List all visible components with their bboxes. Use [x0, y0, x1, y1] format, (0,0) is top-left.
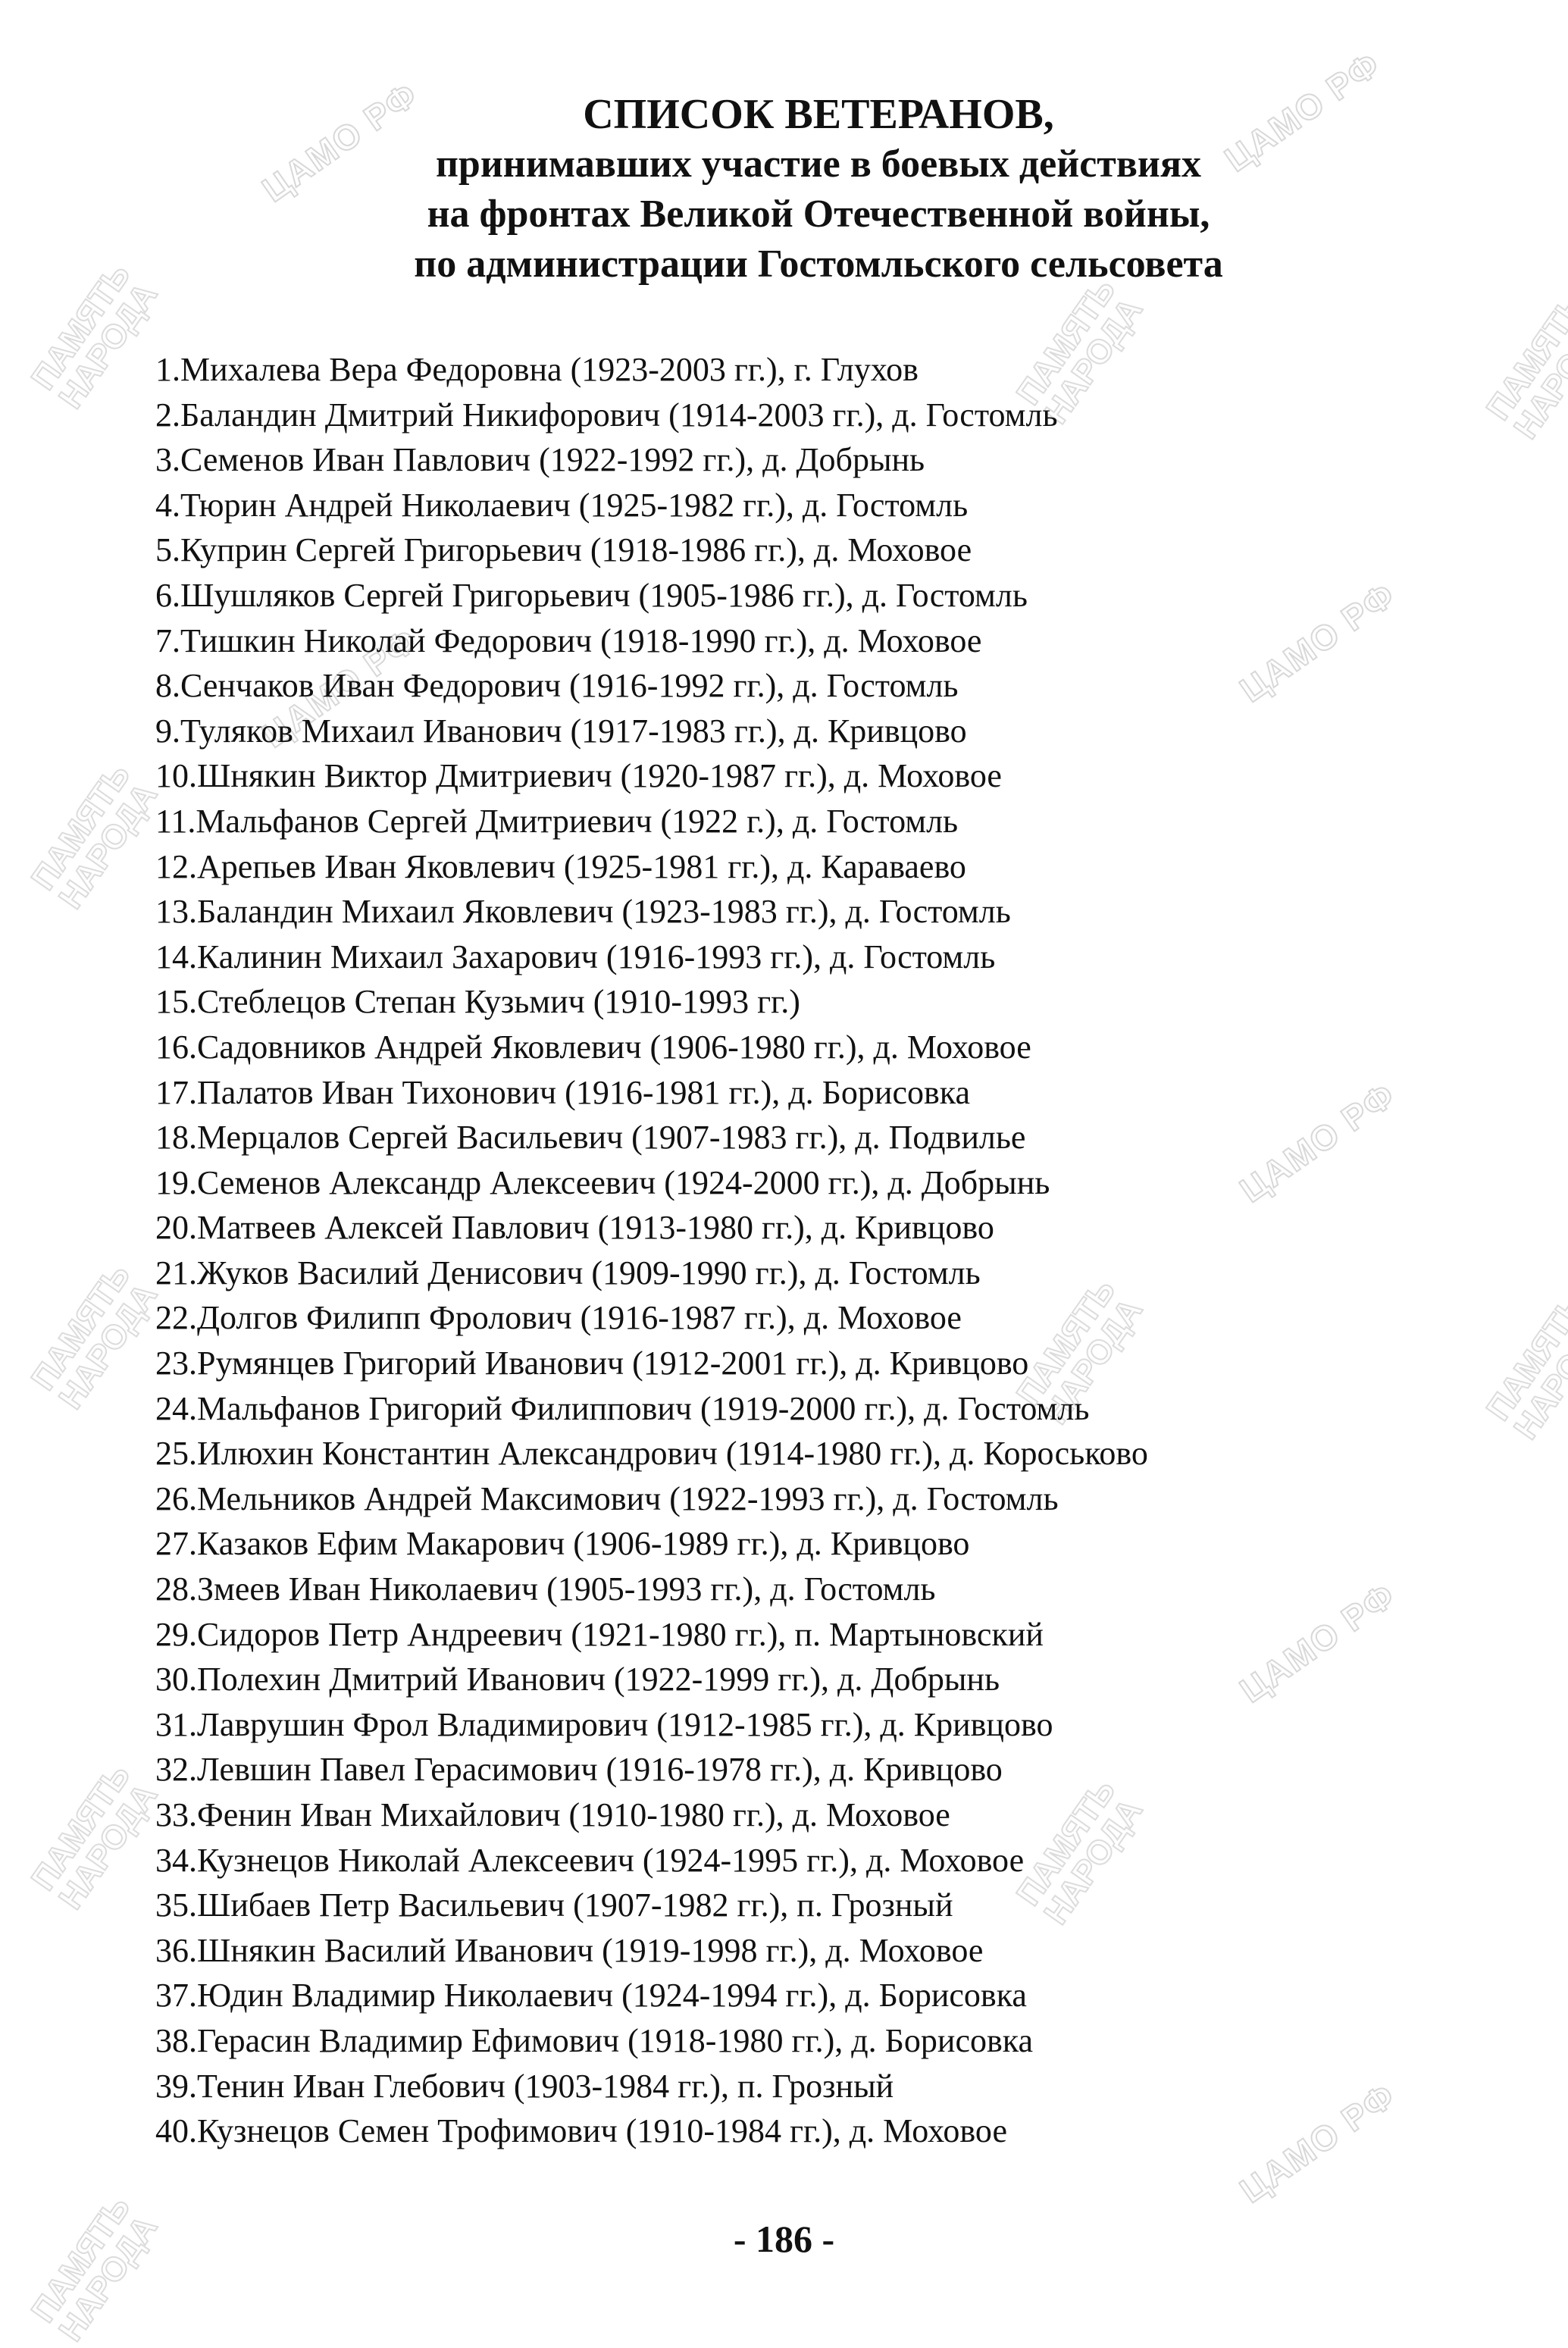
list-item: 5.Куприн Сергей Григорьевич (1918-1986 г… [155, 531, 972, 569]
list-item: 7.Тишкин Николай Федорович (1918-1990 гг… [155, 621, 982, 659]
list-item: 32.Левшин Павел Герасимович (1916-1978 г… [155, 1751, 1003, 1789]
list-item: 34.Кузнецов Николай Алексеевич (1924-199… [155, 1841, 1025, 1879]
list-item: 15.Стеблецов Степан Кузьмич (1910-1993 г… [155, 983, 800, 1021]
list-item: 9.Туляков Михаил Иванович (1917-1983 гг.… [155, 712, 967, 750]
list-item: 23.Румянцев Григорий Иванович (1912-2001… [155, 1345, 1029, 1382]
list-item: 26.Мельников Андрей Максимович (1922-199… [155, 1479, 1059, 1517]
list-item: 30.Полехин Дмитрий Иванович (1922-1999 г… [155, 1661, 1000, 1698]
list-item: 1.Михалева Вера Федоровна (1923-2003 гг.… [155, 351, 919, 388]
watermark-tsamo: ЦАМО РФ [1232, 574, 1404, 711]
veterans-list: 1.Михалева Вера Федоровна (1923-2003 гг.… [155, 347, 1148, 2154]
list-item: 13.Баландин Михаил Яковлевич (1923-1983 … [155, 893, 1011, 931]
list-item: 17.Палатов Иван Тихонович (1916-1981 гг.… [155, 1073, 970, 1111]
watermark-pamyat: ПАМЯТЬ НАРОДА [23, 1257, 165, 1417]
list-item: 20.Матвеев Алексей Павлович (1913-1980 г… [155, 1209, 994, 1247]
list-item: 2.Баландин Дмитрий Никифорович (1914-200… [155, 396, 1058, 434]
list-item: 29.Сидоров Петр Андреевич (1921-1980 гг.… [155, 1615, 1044, 1653]
list-item: 18.Мерцалов Сергей Васильевич (1907-1983… [155, 1119, 1026, 1157]
title-line: принимавших участие в боевых действиях [435, 142, 1202, 186]
list-item: 33.Фенин Иван Михайлович (1910-1980 гг.)… [155, 1796, 950, 1833]
list-item: 4.Тюрин Андрей Николаевич (1925-1982 гг.… [155, 486, 969, 524]
watermark-pamyat: ПАМЯТЬ НАРОДА [23, 756, 165, 916]
list-item: 8.Сенчаков Иван Федорович (1916-1992 гг.… [155, 667, 959, 705]
list-item: 24.Мальфанов Григорий Филиппович (1919-2… [155, 1389, 1090, 1427]
watermark-tsamo: ЦАМО РФ [1232, 1574, 1404, 1711]
list-item: 35.Шибаев Петр Васильевич (1907-1982 гг.… [155, 1886, 953, 1924]
list-item: 10.Шнякин Виктор Дмитриевич (1920-1987 г… [155, 757, 1002, 795]
list-item: 14.Калинин Михаил Захарович (1916-1993 г… [155, 938, 996, 975]
watermark-pamyat: ПАМЯТЬ НАРОДА [23, 256, 165, 416]
list-item: 31.Лаврушин Фрол Владимирович (1912-1985… [155, 1705, 1053, 1743]
document-title: СПИСОК ВЕТЕРАНОВ, принимавших участие в … [288, 89, 1349, 290]
list-item: 22.Долгов Филипп Фролович (1916-1987 гг.… [155, 1299, 962, 1337]
title-line: по администрации Гостомльского сельсовет… [414, 243, 1223, 286]
watermark-pamyat: ПАМЯТЬ НАРОДА [1479, 286, 1568, 446]
list-item: 12.Арепьев Иван Яковлевич (1925-1981 гг.… [155, 847, 966, 885]
page-number: - 186 - [733, 2218, 835, 2260]
list-item: 11.Мальфанов Сергей Дмитриевич (1922 г.)… [155, 802, 959, 840]
list-item: 40.Кузнецов Семен Трофимович (1910-1984 … [155, 2112, 1007, 2150]
list-item: 3.Семенов Иван Павлович (1922-1992 гг.),… [155, 441, 925, 479]
list-item: 27.Казаков Ефим Макарович (1906-1989 гг.… [155, 1525, 970, 1563]
watermark-tsamo: ЦАМО РФ [1232, 2074, 1404, 2212]
watermark-pamyat: ПАМЯТЬ НАРОДА [23, 1757, 165, 1917]
list-item: 6.Шушляков Сергей Григорьевич (1905-1986… [155, 576, 1028, 614]
list-item: 28.Змеев Иван Николаевич (1905-1993 гг.)… [155, 1570, 936, 1608]
title-line: СПИСОК ВЕТЕРАНОВ, [583, 91, 1054, 138]
watermark-tsamo: ЦАМО РФ [1232, 1074, 1404, 1211]
list-item: 21.Жуков Василий Денисович (1909-1990 гг… [155, 1254, 981, 1291]
list-item: 38.Герасин Владимир Ефимович (1918-1980 … [155, 2021, 1033, 2059]
list-item: 19.Семенов Александр Алексеевич (1924-20… [155, 1163, 1050, 1201]
list-item: 25.Илюхин Константин Александрович (1914… [155, 1435, 1148, 1473]
watermark-pamyat: ПАМЯТЬ НАРОДА [23, 2189, 165, 2348]
list-item: 36.Шнякин Василий Иванович (1919-1998 гг… [155, 1931, 984, 1969]
list-item: 39.Тенин Иван Глебович (1903-1984 гг.), … [155, 2067, 894, 2105]
list-item: 37.Юдин Владимир Николаевич (1924-1994 г… [155, 1977, 1027, 2015]
list-item: 16.Садовников Андрей Яковлевич (1906-198… [155, 1028, 1031, 1066]
title-line: на фронтах Великой Отечественной войны, [427, 193, 1210, 236]
watermark-pamyat: ПАМЯТЬ НАРОДА [1479, 1287, 1568, 1447]
